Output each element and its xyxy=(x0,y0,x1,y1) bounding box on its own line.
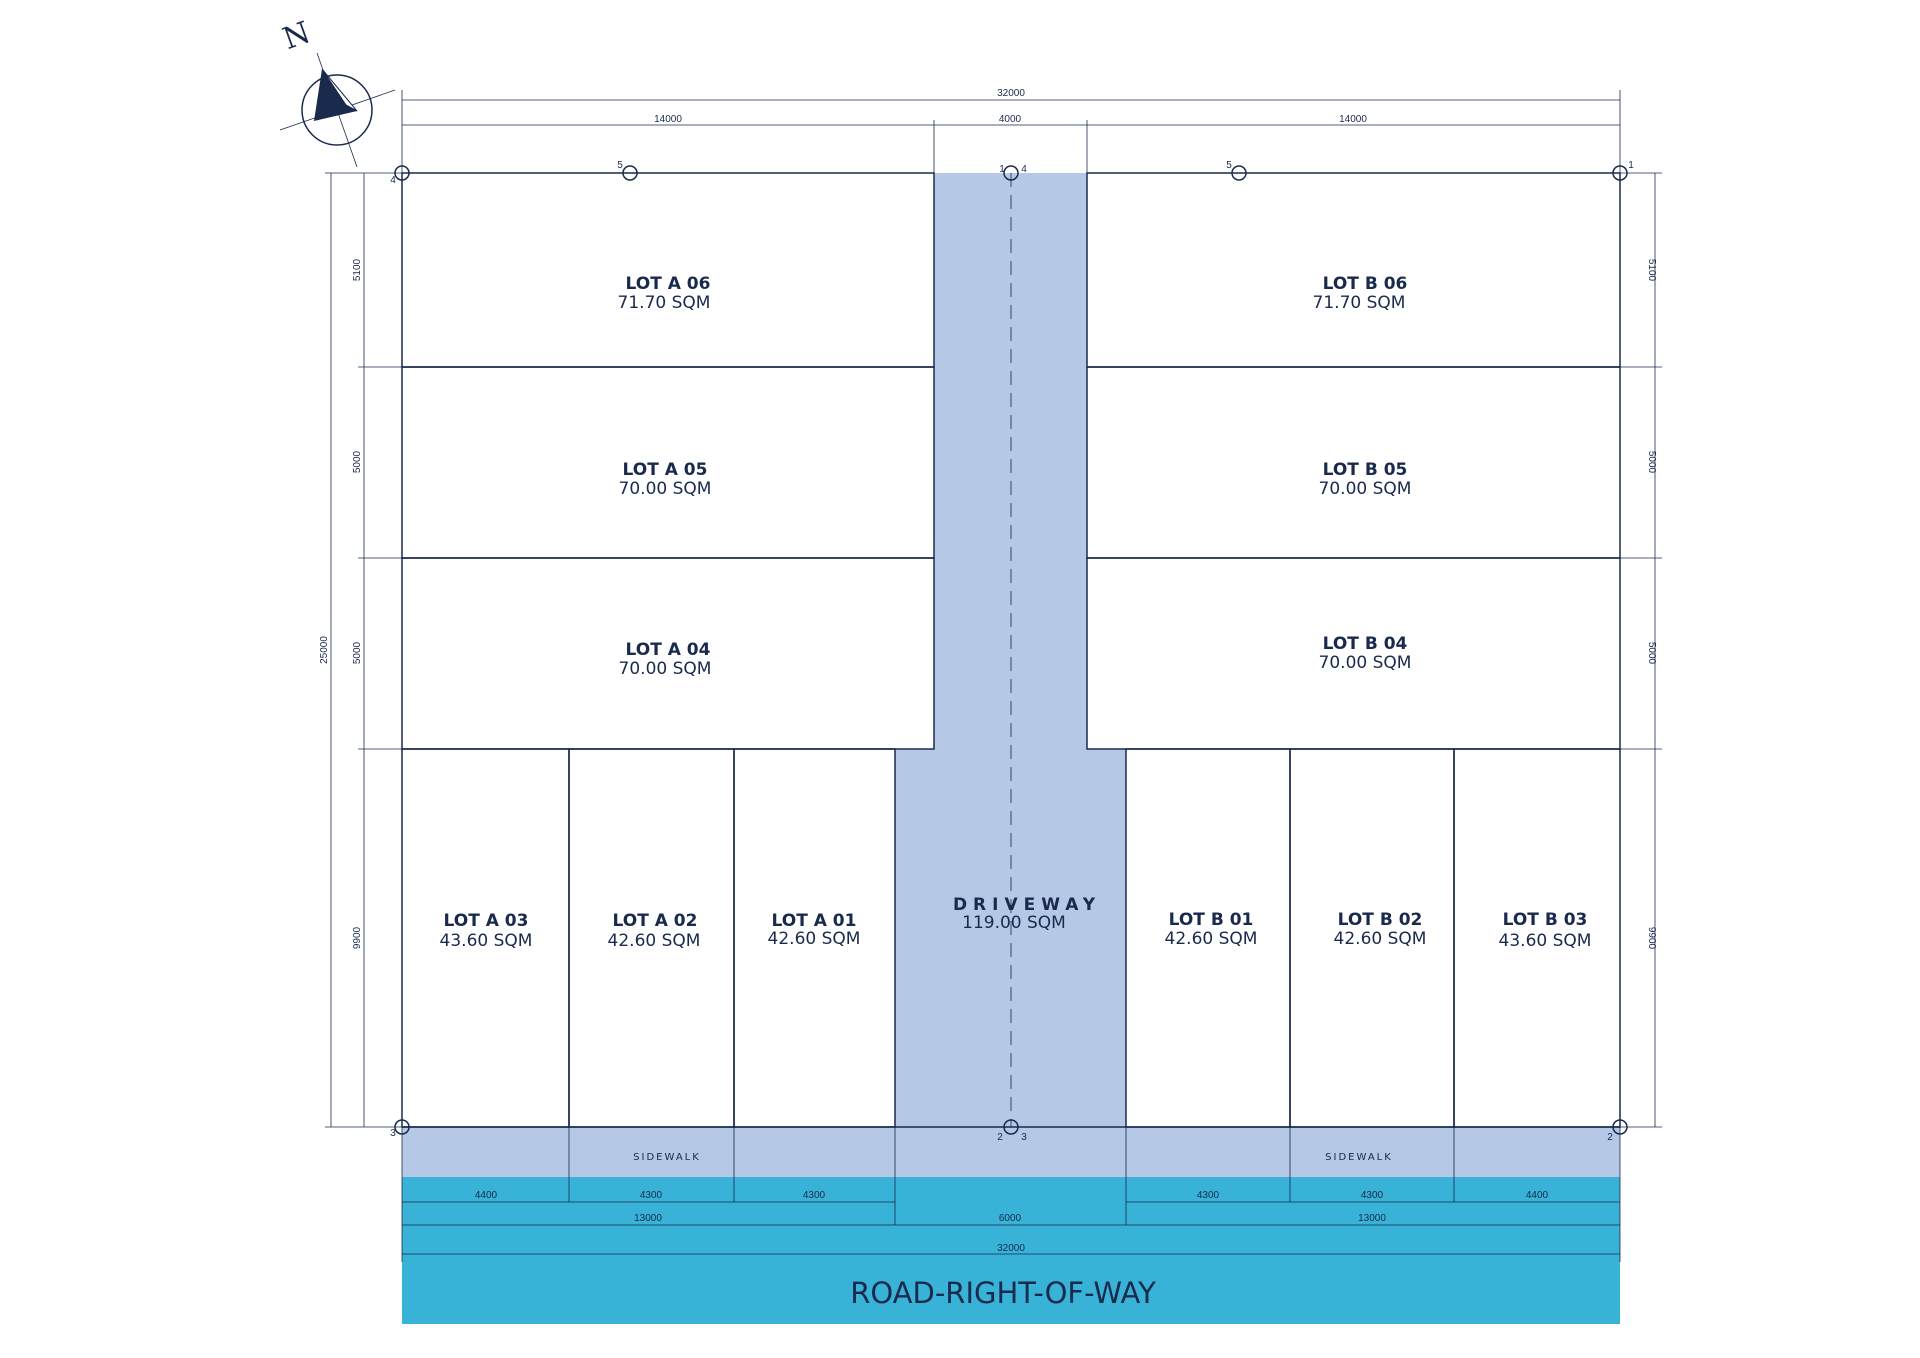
lot-area-b05: 70.00 SQM xyxy=(1319,479,1412,499)
dim-bottom-lot: 4400 xyxy=(475,1190,498,1201)
dim-top-right: 14000 xyxy=(1339,114,1367,125)
driveway-area xyxy=(895,173,1126,1127)
dim-bottom-group: 6000 xyxy=(999,1213,1022,1224)
sidewalk-strip xyxy=(402,1127,1620,1177)
lot-area-a05: 70.00 SQM xyxy=(619,479,712,499)
sidewalk-label-right: SIDEWALK xyxy=(1325,1152,1393,1163)
north-arrow-icon: N xyxy=(278,15,396,168)
dim-right-row: 5000 xyxy=(1646,451,1657,474)
mark-top-center-right: 4 xyxy=(1021,164,1027,175)
mark-bottom-right: 2 xyxy=(1607,1132,1613,1143)
dim-bottom-lot: 4300 xyxy=(640,1190,663,1201)
lot-name-a01: LOT A 01 xyxy=(772,911,857,931)
lot-area-a02: 42.60 SQM xyxy=(608,931,701,951)
mark-top-left-mid: 5 xyxy=(617,160,623,171)
road-label: ROAD-RIGHT-OF-WAY xyxy=(850,1276,1156,1310)
dim-bottom-lot: 4400 xyxy=(1526,1190,1549,1201)
survey-points xyxy=(394,165,1628,1135)
lot-area-b02: 42.60 SQM xyxy=(1334,929,1427,949)
mark-bottom-center-right: 3 xyxy=(1021,1132,1027,1143)
dim-bottom-total: 32000 xyxy=(997,1243,1025,1254)
mark-top-right-mid: 5 xyxy=(1226,160,1232,171)
mark-top-right: 1 xyxy=(1628,160,1634,171)
lot-name-a02: LOT A 02 xyxy=(613,911,698,931)
lot-name-a03: LOT A 03 xyxy=(444,911,529,931)
driveway-label: DRIVEWAY xyxy=(953,895,1101,915)
lot-name-b04: LOT B 04 xyxy=(1323,634,1408,654)
dim-bottom-lot: 4300 xyxy=(1361,1190,1384,1201)
mark-bottom-center-left: 2 xyxy=(997,1132,1003,1143)
dim-top-total: 32000 xyxy=(997,88,1025,99)
lot-area-b01: 42.60 SQM xyxy=(1165,929,1258,949)
dim-left-total: 25000 xyxy=(319,636,330,664)
mark-bottom-left: 3 xyxy=(390,1128,396,1139)
dim-right-row: 5100 xyxy=(1646,259,1657,282)
lot-name-b03: LOT B 03 xyxy=(1503,910,1588,930)
lot-name-b02: LOT B 02 xyxy=(1338,910,1423,930)
driveway-area-label: 119.00 SQM xyxy=(962,913,1066,933)
dim-right-row: 5000 xyxy=(1646,642,1657,665)
dim-bottom-group: 13000 xyxy=(634,1213,662,1224)
lot-name-b05: LOT B 05 xyxy=(1323,460,1408,480)
mark-top-center-left: 1 xyxy=(999,164,1005,175)
mark-top-left: 4 xyxy=(390,175,396,186)
lot-lines xyxy=(401,172,1621,1225)
road-right-of-way xyxy=(402,1177,1620,1324)
lot-area-b06: 71.70 SQM xyxy=(1313,293,1406,313)
dim-top-left: 14000 xyxy=(654,114,682,125)
dim-bottom-group: 13000 xyxy=(1358,1213,1386,1224)
lot-name-a06: LOT A 06 xyxy=(626,274,711,294)
sidewalk-label-left: SIDEWALK xyxy=(633,1152,701,1163)
lot-name-a05: LOT A 05 xyxy=(623,460,708,480)
dim-top-mid: 4000 xyxy=(999,114,1022,125)
north-label: N xyxy=(278,15,315,57)
dim-left-row: 5100 xyxy=(352,258,363,281)
dim-left-row: 5000 xyxy=(352,641,363,664)
dim-bottom-lot: 4300 xyxy=(803,1190,826,1201)
lot-area-a06: 71.70 SQM xyxy=(618,293,711,313)
lot-area-a01: 42.60 SQM xyxy=(768,929,861,949)
lot-name-b01: LOT B 01 xyxy=(1169,910,1254,930)
dim-left-row: 9900 xyxy=(352,926,363,949)
dimension-lines xyxy=(325,90,1662,1262)
dim-left-row: 5000 xyxy=(352,450,363,473)
lot-area-a03: 43.60 SQM xyxy=(440,931,533,951)
lot-area-b04: 70.00 SQM xyxy=(1319,653,1412,673)
lot-area-b03: 43.60 SQM xyxy=(1499,931,1592,951)
lot-area-a04: 70.00 SQM xyxy=(619,659,712,679)
lot-name-b06: LOT B 06 xyxy=(1323,274,1408,294)
lot-name-a04: LOT A 04 xyxy=(626,640,711,660)
dim-bottom-lot: 4300 xyxy=(1197,1190,1220,1201)
dim-right-row: 9900 xyxy=(1646,927,1657,950)
